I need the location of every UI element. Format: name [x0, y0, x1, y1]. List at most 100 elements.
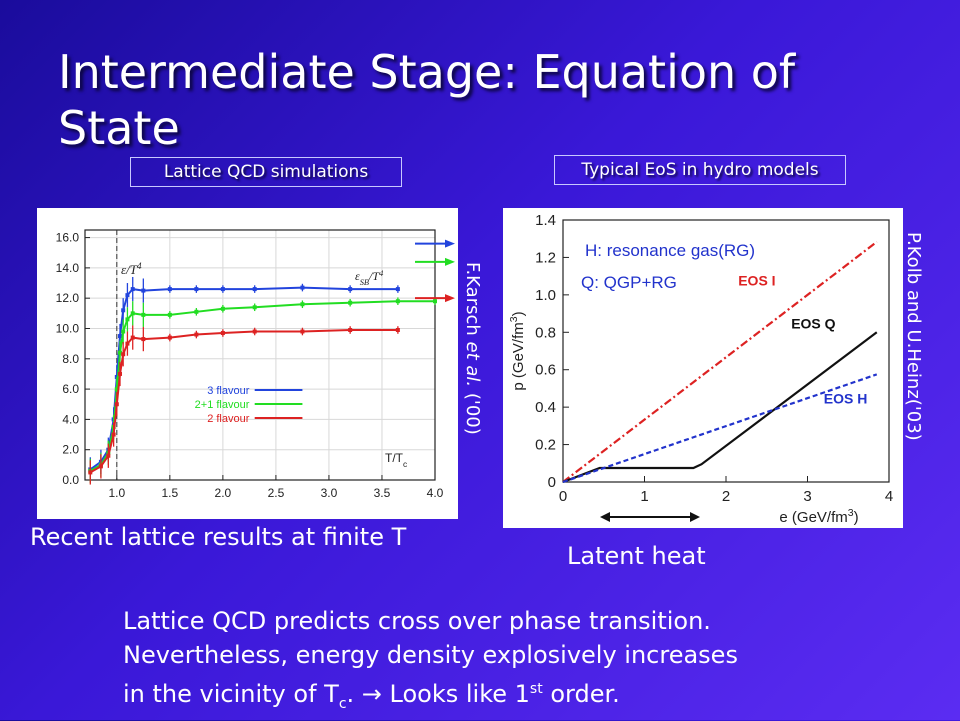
series-0-point-11	[194, 287, 199, 292]
series-1-point-12	[220, 306, 225, 311]
series-1-point-8	[130, 311, 135, 316]
y-tick-label-5: 10.0	[56, 321, 80, 335]
series-2-point-8	[130, 335, 135, 340]
series-label-1: EOS Q	[791, 316, 835, 332]
kolb-heinz-reference: P.Kolb and U.Heinz('03)	[903, 232, 924, 441]
series-1-point-16	[395, 299, 400, 304]
series-0-point-5	[118, 334, 122, 339]
y-tick-label-7: 1.4	[535, 212, 556, 229]
y-tick-label-6: 1.2	[535, 249, 556, 266]
series-1-point-15	[348, 300, 353, 305]
x-tick-label-5: 3.5	[374, 486, 391, 500]
latent-heat-arrow	[600, 512, 700, 522]
series-2-point-3	[111, 432, 116, 437]
series-line-0	[562, 241, 878, 483]
y-tick-label-7: 14.0	[56, 261, 80, 275]
conclusion-line-1: Lattice QCD predicts cross over phase tr…	[123, 607, 711, 635]
conclusion-line-3-b: . → Looks like 1	[346, 680, 530, 708]
lattice-chart-panel: 1.0 1.5 2.0 2.5 3.0 3.5 4.0 0.0 2.0 4.0 6.0 8.0 10.0…	[37, 208, 458, 519]
series-1-point-14	[300, 302, 305, 307]
y-tick-label-2: 4.0	[62, 412, 79, 426]
series-0-point-14	[300, 285, 305, 290]
series-2-point-5	[118, 371, 122, 376]
x-tick-label-3: 3	[803, 488, 811, 505]
series-0-point-15	[348, 287, 353, 292]
sb-limit-label-part-0: ε	[355, 269, 360, 283]
y-axis-label-part-1: 3	[508, 316, 520, 322]
series-2-point-1	[98, 464, 103, 469]
x-tick-label-1: 1	[640, 488, 648, 505]
conclusion-line-3-a: in the vicinity of T	[123, 680, 339, 708]
eos-chart: 0 1 2 3 400.20.40.60.81.01.21.4e (GeV/fm3)p …	[508, 212, 893, 526]
series-1-point-6	[121, 329, 126, 334]
sb-limit-label-part-3: 4	[379, 269, 383, 278]
series-0-point-8	[130, 287, 135, 292]
y-axis-label-part-0: p (GeV/fm	[510, 322, 527, 390]
x-tick-label-2: 2	[722, 488, 730, 505]
series-2-point-13	[252, 329, 257, 334]
series-0-sb-arrow-head	[445, 239, 455, 248]
series-2-point-15	[348, 328, 353, 332]
lattice-qcd-label: Lattice QCD simulations	[130, 157, 402, 187]
series-0-point-16	[395, 287, 400, 292]
legend-label-2: 2 flavour	[207, 413, 250, 425]
x-tick-label-1: 1.5	[162, 486, 179, 500]
annotation-q: Q: QGP+RG	[581, 273, 677, 292]
slide-title: Intermediate Stage: Equation of State	[58, 45, 796, 155]
y-tick-label-8: 16.0	[56, 231, 80, 245]
hydro-eos-label: Typical EoS in hydro models	[554, 155, 846, 185]
x-axis-label-part-0: e (GeV/fm	[779, 509, 847, 526]
series-2-point-2	[106, 453, 111, 458]
series-2-point-4	[114, 402, 119, 407]
y-tick-label-5: 1.0	[535, 287, 556, 304]
y-axis-label: ε/T4	[121, 261, 142, 277]
y-axis-label: p (GeV/fm3)	[508, 311, 527, 390]
series-0-point-12	[220, 287, 225, 292]
series-1-point-9	[141, 312, 146, 317]
series-1-point-13	[252, 305, 257, 310]
series-0-point-7	[125, 293, 130, 298]
sb-limit-label-part-2: /T	[368, 269, 380, 283]
series-2-point-11	[194, 332, 199, 337]
annotation-h: H: resonance gas(RG)	[585, 241, 755, 260]
series-2-sb-arrow-head	[445, 294, 455, 303]
y-tick-label-1: 0.2	[535, 437, 556, 454]
series-0-point-9	[141, 288, 146, 293]
y-axis-label-part-2: )	[510, 311, 527, 316]
series-line-1	[89, 300, 435, 472]
series-1-sb-arrow-head	[445, 257, 455, 266]
series-2-point-12	[220, 331, 225, 336]
tc-subscript: c	[338, 695, 347, 712]
series-2-point-7	[125, 341, 130, 346]
y-tick-label-4: 8.0	[62, 352, 79, 366]
series-1-point-11	[194, 309, 199, 314]
sb-limit-label: εSB/T4	[355, 269, 383, 287]
series-line-1	[562, 331, 878, 484]
conclusion-line-3: in the vicinity of Tc. → Looks like 1st …	[123, 672, 883, 721]
legend-label-1: 2+1 flavour	[195, 399, 250, 411]
x-tick-label-2: 2.0	[215, 486, 232, 500]
legend-label-0: 3 flavour	[207, 385, 250, 397]
series-1-point-17	[433, 299, 437, 304]
x-tick-label-4: 4	[885, 488, 893, 505]
y-tick-label-4: 0.8	[535, 324, 556, 341]
series-2-point-10	[167, 335, 172, 340]
x-axis-label: e (GeV/fm3)	[779, 507, 858, 526]
series-2-point-16	[395, 328, 400, 332]
series-2-point-9	[141, 337, 146, 342]
karsch-reference-main: F.Karsch	[462, 262, 483, 342]
y-tick-label-2: 0.4	[535, 399, 556, 416]
x-tick-label-0: 1.0	[108, 486, 125, 500]
conclusion-line-3-c: order.	[542, 680, 620, 708]
series-1-point-7	[125, 317, 130, 322]
x-tick-label-4: 3.0	[321, 486, 338, 500]
karsch-reference: F.Karsch et al. ('00)	[462, 262, 483, 435]
series-line-2	[562, 373, 878, 484]
y-tick-label-0: 0.0	[62, 473, 79, 487]
series-label-0: EOS I	[738, 273, 775, 289]
lattice-chart: 1.0 1.5 2.0 2.5 3.0 3.5 4.0 0.0 2.0 4.0 6.0 8.0 10.0…	[56, 229, 455, 500]
series-0-point-10	[167, 287, 172, 292]
x-tick-label-3: 2.5	[268, 486, 285, 500]
x-axis-label-part-1: c	[403, 459, 407, 469]
x-tick-label-6: 4.0	[427, 486, 444, 500]
